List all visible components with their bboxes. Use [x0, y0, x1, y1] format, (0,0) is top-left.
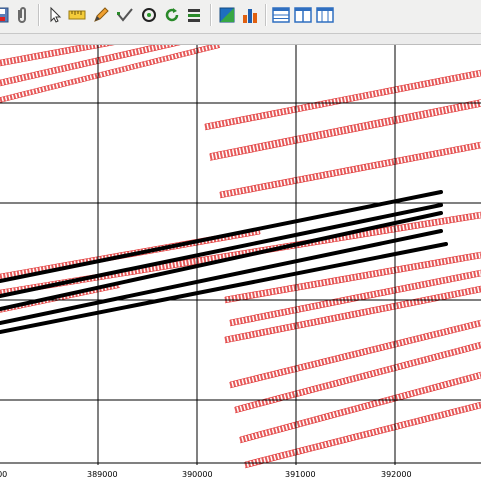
swath-edge: [229, 319, 481, 383]
table-view-icon[interactable]: [272, 6, 290, 24]
swath-edge: [244, 401, 481, 463]
window-view-icon[interactable]: [316, 6, 334, 24]
layer-stack-icon[interactable]: [185, 6, 203, 24]
swath-edge: [0, 45, 155, 81]
swath-edge: [204, 69, 481, 125]
swath-edge: [224, 285, 481, 338]
swath-edge: [209, 99, 481, 154]
swath-edge: [234, 347, 481, 414]
save-icon[interactable]: [0, 6, 10, 24]
toolbar-separator: [38, 4, 40, 26]
toolbar: [0, 0, 481, 34]
swath-edge: [229, 269, 481, 321]
swath-edge: [219, 141, 481, 193]
swath-edge: [0, 211, 481, 291]
swath-band: [209, 99, 481, 161]
select-arrow-icon[interactable]: [46, 6, 64, 24]
swath-band: [224, 286, 481, 343]
split-view-icon[interactable]: [294, 6, 312, 24]
swath-band: [0, 45, 114, 66]
x-axis-label: 391000: [285, 470, 316, 479]
swath-band: [219, 142, 481, 198]
swath-edge: [229, 325, 481, 389]
swath-band: [0, 45, 221, 103]
survey-track-line: [0, 203, 443, 298]
toolbar-separator: [265, 4, 267, 26]
swath-band: [239, 372, 481, 443]
x-axis-label: 392000: [381, 470, 412, 479]
coordinate-grid: [0, 45, 481, 465]
swath-band: [0, 45, 180, 86]
swath-edge: [239, 371, 481, 438]
swath-edge: [0, 45, 115, 67]
survey-track-line: [0, 229, 443, 325]
survey-track-line: [0, 242, 448, 334]
rotate-icon[interactable]: [163, 6, 181, 24]
swath-edge: [0, 45, 181, 87]
swath-edge: [234, 341, 481, 408]
x-axis-tick-labels: 000 389000 390000 391000 392000: [0, 470, 412, 479]
bar-chart-icon[interactable]: [241, 6, 259, 24]
swath-edge: [239, 377, 481, 444]
zoom-target-icon[interactable]: [140, 6, 158, 24]
swath-band: [229, 320, 481, 388]
pencil-icon[interactable]: [92, 6, 110, 24]
survey-track-line: [0, 190, 443, 283]
swath-edge: [0, 45, 83, 61]
swath-edge: [224, 257, 481, 304]
swath-band: [229, 270, 481, 326]
paperclip-icon[interactable]: [13, 6, 31, 24]
swath-band: [234, 342, 481, 413]
swath-edge: [0, 47, 221, 103]
node-edit-icon[interactable]: [116, 6, 134, 24]
survey-track-line: [0, 211, 443, 311]
x-axis-label: 390000: [182, 470, 213, 479]
swath-edge: [0, 45, 212, 98]
swath-edge: [209, 106, 481, 161]
measure-ruler-icon[interactable]: [68, 6, 86, 24]
x-axis-label: 389000: [87, 470, 118, 479]
swath-edge: [244, 407, 481, 469]
map-background: [0, 45, 481, 482]
swath-edge: [229, 275, 481, 327]
map-canvas[interactable]: 000 389000 390000 391000 392000: [0, 45, 481, 482]
swath-band: [224, 252, 481, 303]
swath-edge: [224, 251, 481, 298]
swath-band: [204, 70, 481, 130]
toolbar-separator: [210, 4, 212, 26]
black-track-layer: [0, 190, 448, 334]
map-view-header-strip: [0, 34, 481, 45]
swath-edge: [219, 147, 481, 199]
x-axis-label: 000: [0, 470, 7, 479]
color-raster-icon[interactable]: [218, 6, 236, 24]
